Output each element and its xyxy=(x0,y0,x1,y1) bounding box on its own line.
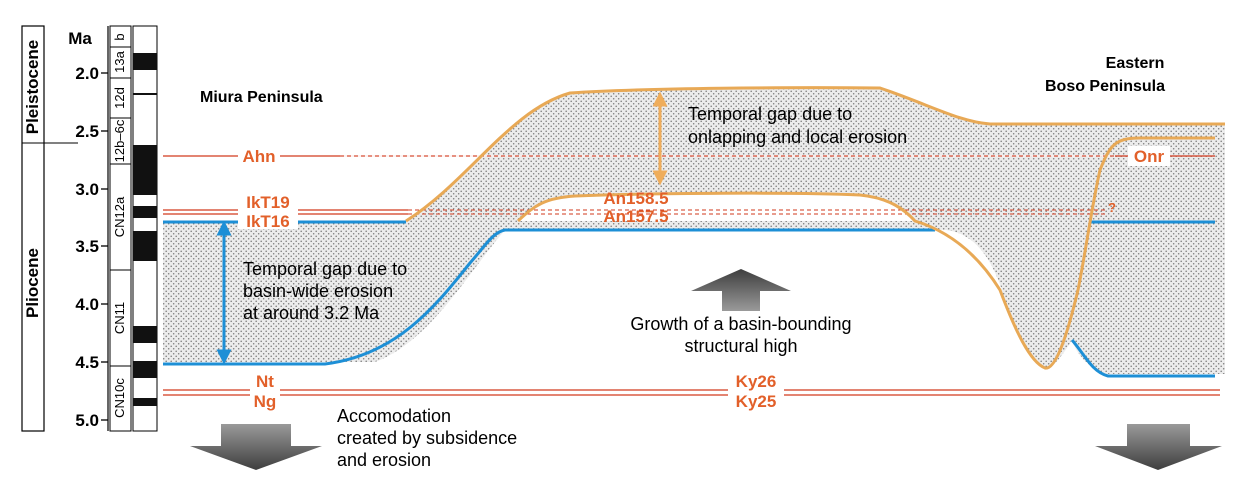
zone-label: b xyxy=(112,33,127,40)
zone-label: 12b–6c xyxy=(112,119,127,162)
age-tick-label: 4.5 xyxy=(75,353,99,372)
horizon-label-ky26: Ky26 xyxy=(736,372,777,391)
annotation-growth-line1: Growth of a basin-bounding xyxy=(630,314,851,334)
zone-label: 13a xyxy=(112,50,127,72)
horizon-label-ahn: Ahn xyxy=(242,147,275,166)
zone-label: CN10c xyxy=(112,378,127,418)
age-unit-label: Ma xyxy=(68,29,92,48)
locality-east-label-line1: Eastern xyxy=(1106,55,1165,72)
epoch-column xyxy=(21,25,45,432)
age-tick-label: 2.0 xyxy=(75,64,99,83)
annotation-growth-line2: structural high xyxy=(684,336,797,356)
zone-boundaries xyxy=(110,46,131,367)
horizon-labels: Ahn IkT19 IkT16 An158.5 An157.5 Onr ? Nt… xyxy=(238,146,1170,411)
annotation-accommodation-line2: created by subsidence xyxy=(337,428,517,448)
time-column: Pleistocene Pliocene Ma 2.0 2.5 3.0 3.5 … xyxy=(21,25,158,432)
polarity-bands xyxy=(133,53,157,406)
age-tick-label: 3.0 xyxy=(75,180,99,199)
horizon-label-an157-5: An157.5 xyxy=(603,207,668,226)
annotation-basin-gap-line1: Temporal gap due to xyxy=(243,259,407,279)
nannofossil-zone-column xyxy=(109,25,132,432)
annotation-accommodation-line1: Accomodation xyxy=(337,406,451,426)
age-tick-labels: 2.0 2.5 3.0 3.5 4.0 4.5 5.0 xyxy=(75,64,99,430)
onlap-surfaces xyxy=(405,86,1225,370)
annotations: Temporal gap due to onlapping and local … xyxy=(243,104,907,470)
horizon-lines xyxy=(163,155,1220,396)
age-ticks xyxy=(101,72,108,421)
horizon-label-ng: Ng xyxy=(254,392,277,411)
age-tick-label: 2.5 xyxy=(75,122,99,141)
zone-label: CN11 xyxy=(112,302,127,334)
annotation-basin-gap-line3: at around 3.2 Ma xyxy=(243,303,380,323)
horizon-label-question: ? xyxy=(1108,200,1116,215)
age-tick-label: 3.5 xyxy=(75,237,99,256)
annotation-onlap-gap-line2: onlapping and local erosion xyxy=(688,127,907,147)
age-tick-label: 5.0 xyxy=(75,411,99,430)
hatched-gap-region xyxy=(163,87,1225,375)
horizon-label-nt: Nt xyxy=(256,372,274,391)
horizon-label-ikt19: IkT19 xyxy=(246,193,289,212)
annotation-onlap-gap-line1: Temporal gap due to xyxy=(688,104,852,124)
subsidence-arrow-west-icon xyxy=(190,424,322,470)
horizon-label-ikt16: IkT16 xyxy=(246,212,289,231)
uplift-arrow-icon xyxy=(691,269,791,311)
locality-west-label: Miura Peninsula xyxy=(200,89,323,106)
locality-east-label-line2: Boso Peninsula xyxy=(1045,78,1165,95)
age-tick-label: 4.0 xyxy=(75,295,99,314)
epoch-pleistocene: Pleistocene xyxy=(23,40,42,135)
zone-label: 12d xyxy=(112,87,127,109)
epoch-pliocene: Pliocene xyxy=(23,248,42,318)
horizon-label-onr: Onr xyxy=(1134,147,1165,166)
subsidence-arrow-east-icon xyxy=(1095,424,1222,470)
horizon-label-ky25: Ky25 xyxy=(736,392,777,411)
annotation-accommodation-line3: and erosion xyxy=(337,450,431,470)
zone-label: CN12a xyxy=(112,196,127,237)
annotation-basin-gap-line2: basin-wide erosion xyxy=(243,281,393,301)
horizon-label-an158-5: An158.5 xyxy=(603,189,668,208)
